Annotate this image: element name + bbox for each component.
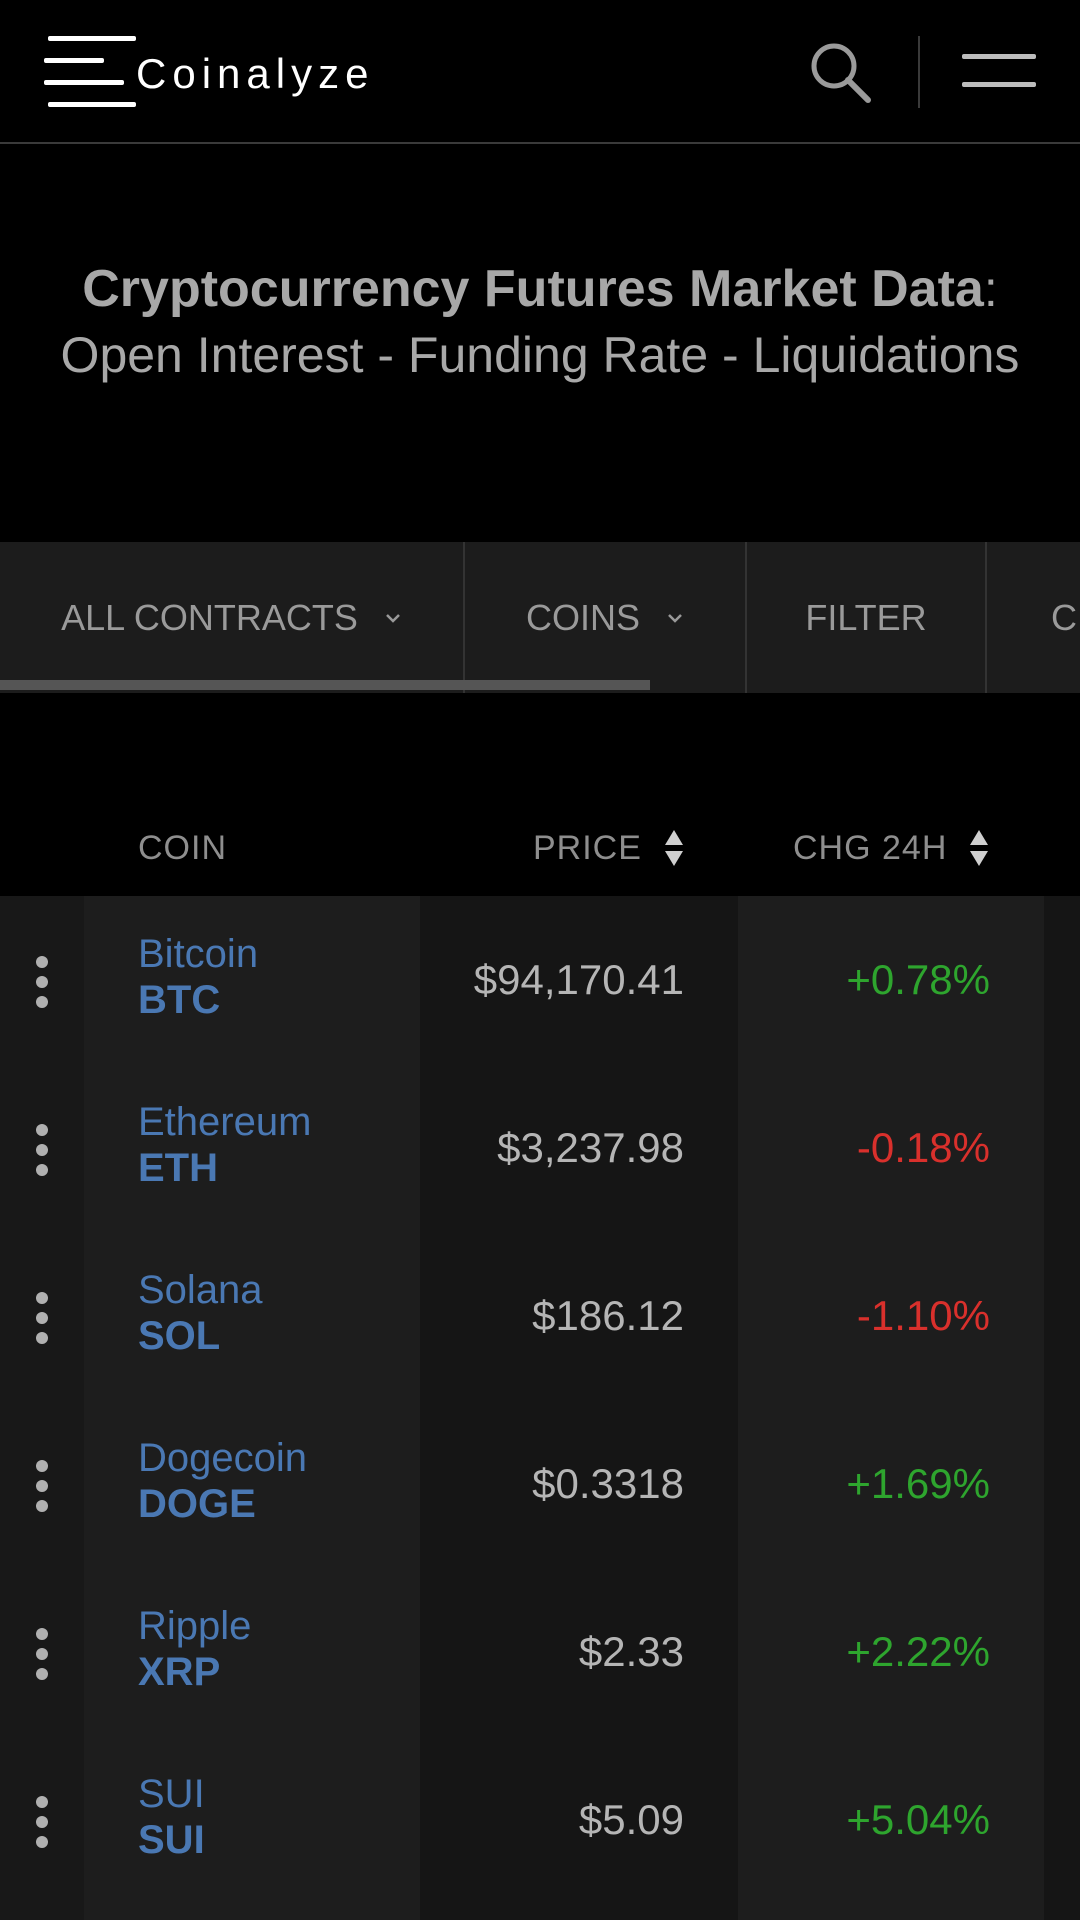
row-menu-icon[interactable] (32, 1796, 52, 1848)
row-menu-icon[interactable] (32, 1460, 52, 1512)
coin-change-24h: -1.10% (856, 1292, 990, 1339)
coin-name-link[interactable]: Bitcoin (138, 932, 259, 976)
logo-mark-icon (44, 36, 136, 108)
coin-change-24h: +5.04% (846, 1796, 990, 1843)
tab-filter-label: FILTER (805, 596, 927, 638)
tab-divider (463, 542, 465, 693)
tab-all-contracts-label: ALL CONTRACTS (61, 596, 358, 638)
column-bg-menu (0, 896, 84, 1920)
table-row[interactable]: Ripple XRP $2.33 +2.22% (0, 1568, 1080, 1736)
filter-tab-bar: ALL CONTRACTS COINS FILTER C (0, 542, 1080, 693)
sort-icon (970, 830, 989, 866)
top-navbar: Coinalyze (0, 0, 1080, 144)
coin-change-24h: -0.18% (856, 1124, 990, 1171)
header-divider (918, 36, 920, 108)
table-header: COIN PRICE CHG 24H (0, 800, 1080, 896)
coin-change-24h: +2.22% (846, 1628, 990, 1675)
row-menu-icon[interactable] (32, 956, 52, 1008)
column-header-chg24h[interactable]: CHG 24H (793, 800, 989, 896)
column-header-price-label: PRICE (533, 828, 642, 867)
coin-symbol-link[interactable]: SUI (138, 1818, 205, 1862)
tab-coins-label: COINS (525, 596, 640, 638)
hamburger-menu-icon[interactable] (962, 54, 1036, 90)
column-header-chg24h-label: CHG 24H (793, 828, 948, 867)
page-title: Cryptocurrency Futures Market Data: Open… (40, 256, 1040, 388)
table-row[interactable]: SUI SUI $5.09 +5.04% (0, 1736, 1080, 1904)
tab-divider (985, 542, 987, 693)
table-row[interactable]: Dogecoin DOGE $0.3318 +1.69% (0, 1400, 1080, 1568)
column-header-coin-label: COIN (138, 828, 227, 867)
coin-price: $94,170.41 (473, 956, 684, 1003)
coin-change-24h: +0.78% (846, 956, 990, 1003)
tab-partial[interactable]: C (987, 542, 1080, 693)
tab-filter[interactable]: FILTER (747, 542, 985, 693)
row-menu-icon[interactable] (32, 1124, 52, 1176)
coin-symbol-link[interactable]: BTC (138, 978, 221, 1022)
search-icon[interactable] (808, 40, 872, 104)
tab-scroll-indicator (0, 680, 650, 690)
column-bg-price (420, 896, 738, 1920)
coin-name-link[interactable]: Dogecoin (138, 1436, 308, 1480)
coin-symbol-link[interactable]: DOGE (138, 1482, 256, 1526)
coin-price: $5.09 (578, 1796, 684, 1843)
column-header-price[interactable]: PRICE (533, 800, 684, 896)
coin-name-link[interactable]: SUI (138, 1772, 205, 1816)
column-bg-coin (84, 896, 420, 1920)
coin-symbol-link[interactable]: XRP (138, 1650, 221, 1694)
table-row[interactable]: Solana SOL $186.12 -1.10% (0, 1232, 1080, 1400)
coin-table: Bitcoin BTC $94,170.41 +0.78% Ethereum E… (0, 896, 1080, 1920)
coin-name-link[interactable]: Solana (138, 1268, 263, 1312)
coin-price: $0.3318 (532, 1460, 684, 1507)
coin-symbol-link[interactable]: ETH (138, 1146, 218, 1190)
coin-price: $186.12 (532, 1292, 684, 1339)
column-bg-chg (738, 896, 1044, 1920)
tab-all-contracts[interactable]: ALL CONTRACTS (0, 542, 463, 693)
row-menu-icon[interactable] (32, 1292, 52, 1344)
row-menu-icon[interactable] (32, 1628, 52, 1680)
chevron-down-icon (385, 613, 400, 623)
tab-partial-label: C (1051, 596, 1077, 638)
logo-text: Coinalyze (136, 50, 375, 97)
logo[interactable]: Coinalyze (44, 36, 368, 108)
coin-price: $3,237.98 (497, 1124, 684, 1171)
tab-divider (745, 542, 747, 693)
page-title-rest: : Open Interest - Funding Rate - Liquida… (60, 261, 1020, 383)
coin-symbol-link[interactable]: SOL (138, 1314, 221, 1358)
coin-name-link[interactable]: Ethereum (138, 1100, 312, 1144)
coin-change-24h: +1.69% (846, 1460, 990, 1507)
tab-coins[interactable]: COINS (465, 542, 745, 693)
column-bg-next (1044, 896, 1080, 1920)
table-row[interactable]: Bitcoin BTC $94,170.41 +0.78% (0, 896, 1080, 1064)
coin-price: $2.33 (578, 1628, 684, 1675)
coin-name-link[interactable]: Ripple (138, 1604, 252, 1648)
page-title-bold: Cryptocurrency Futures Market Data (82, 260, 984, 318)
table-row[interactable]: Ethereum ETH $3,237.98 -0.18% (0, 1064, 1080, 1232)
column-header-coin: COIN (138, 800, 227, 896)
chevron-down-icon (668, 613, 682, 623)
sort-icon (664, 830, 683, 866)
